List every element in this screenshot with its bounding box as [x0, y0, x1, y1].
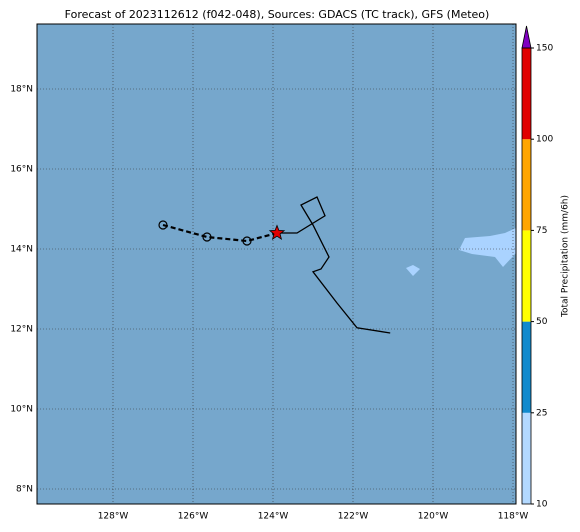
y-tick-label: 8°N	[16, 485, 33, 495]
colorbar-frame	[521, 47, 532, 505]
forecast-line	[277, 196, 391, 334]
colorbar-segment	[522, 230, 531, 322]
chart-title: Forecast of 2023112612 (f042-048), Sourc…	[65, 8, 490, 21]
colorbar-extend	[521, 25, 532, 49]
y-tick-label: 14°N	[10, 245, 33, 255]
y-tick-label: 18°N	[10, 85, 33, 95]
map-frame	[36, 23, 517, 505]
track-line	[162, 223, 278, 243]
track-point	[202, 232, 212, 242]
x-tick-label: 124°W	[258, 512, 289, 522]
x-tick-label: 128°W	[98, 512, 129, 522]
x-tick-label: 122°W	[338, 512, 369, 522]
track-point	[242, 236, 252, 246]
colorbar-segment	[522, 321, 531, 413]
colorbar-segment	[522, 139, 531, 231]
y-tick-label: 12°N	[10, 325, 33, 335]
ocean	[37, 24, 516, 504]
colorbar-segment	[522, 48, 531, 140]
colorbar-tick-label: 25	[536, 408, 547, 418]
x-tick-label: 120°W	[418, 512, 449, 522]
colorbar-tick-label: 100	[536, 135, 553, 145]
land	[459, 228, 516, 267]
colorbar-tick-label: 50	[536, 317, 548, 327]
colorbar-segment	[522, 412, 531, 504]
land	[406, 265, 420, 276]
colorbar-tick-label: 75	[536, 226, 547, 236]
x-tick-label: 126°W	[178, 512, 209, 522]
current-position	[268, 224, 286, 240]
track-point	[158, 220, 168, 230]
y-tick-label: 16°N	[10, 165, 33, 175]
colorbar-tick-label: 150	[536, 44, 553, 54]
colorbar-label: Total Precipitation (mm/6h)	[561, 195, 571, 318]
x-tick-label: 118°W	[498, 512, 529, 522]
y-tick-label: 10°N	[10, 405, 33, 415]
colorbar-tick-label: 10	[536, 500, 548, 510]
